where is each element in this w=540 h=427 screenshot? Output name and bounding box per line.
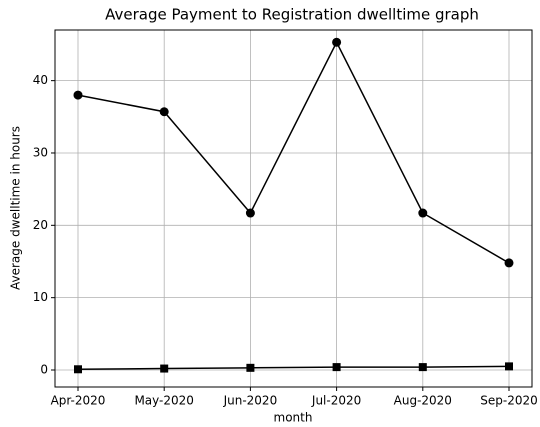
x-tick-label: May-2020 — [134, 394, 193, 408]
marker — [246, 363, 255, 372]
marker — [74, 365, 82, 374]
x-tick-label: Aug-2020 — [394, 394, 452, 408]
plot-frame — [54, 29, 533, 388]
y-tick-label: 10 — [33, 290, 48, 304]
x-tick-label: Sep-2020 — [480, 394, 538, 408]
marker — [332, 363, 341, 372]
y-tick-label: 0 — [40, 363, 48, 377]
marker — [418, 208, 428, 218]
y-tick-label: 30 — [33, 145, 48, 159]
line — [77, 40, 510, 264]
y-tick-label: 20 — [33, 218, 48, 232]
x-tick-label: Jun-2020 — [223, 394, 278, 408]
marker — [73, 90, 83, 100]
y-axis-label: Average dwelltime in hours — [9, 126, 23, 290]
marker — [418, 363, 427, 372]
marker — [159, 107, 169, 117]
line — [77, 365, 510, 371]
marker — [504, 258, 514, 268]
x-axis-label: month — [274, 411, 313, 425]
x-tick-label: Apr-2020 — [51, 394, 106, 408]
marker — [332, 37, 342, 47]
y-tick-label: 40 — [33, 73, 48, 87]
chart-title: Average Payment to Registration dwelltim… — [105, 6, 479, 24]
marker — [505, 362, 513, 371]
marker — [160, 364, 169, 373]
x-tick-label: Jul-2020 — [311, 394, 361, 408]
marker — [245, 208, 255, 218]
